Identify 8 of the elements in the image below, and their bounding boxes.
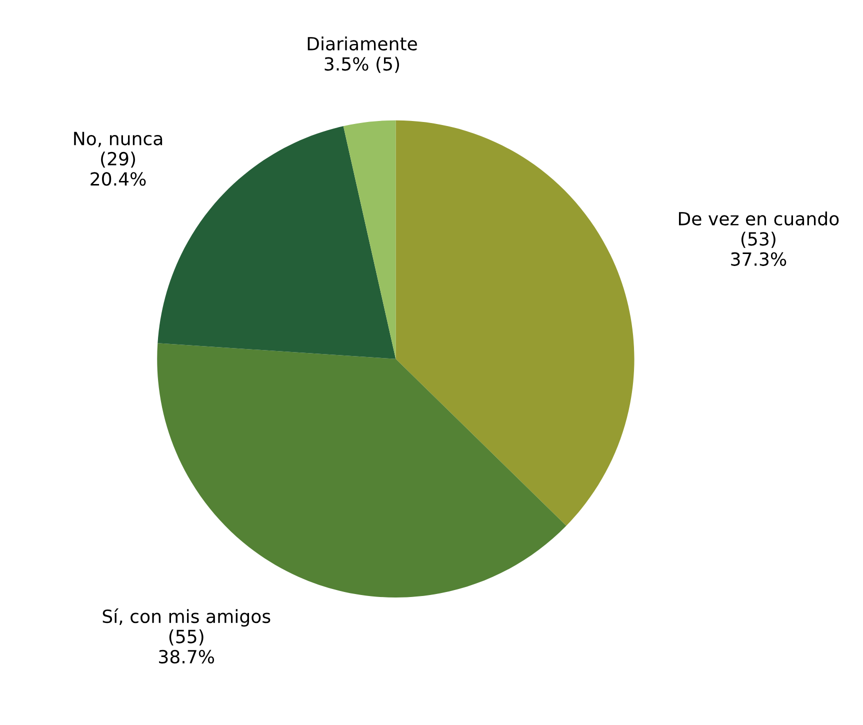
- slice-label: Diariamente: [308, 36, 417, 51]
- slice-label: Sí, con mis amigos: [102, 608, 270, 627]
- slice-label: De vez en cuando: [678, 212, 839, 226]
- data-label: (55) 38.7%: [159, 629, 214, 664]
- data-label: (29) 20.4%: [90, 152, 146, 186]
- data-label: 3.5% (5): [324, 56, 400, 73]
- data-label: (53) 37.3%: [731, 232, 786, 266]
- slice-label: No, nunca: [74, 132, 162, 148]
